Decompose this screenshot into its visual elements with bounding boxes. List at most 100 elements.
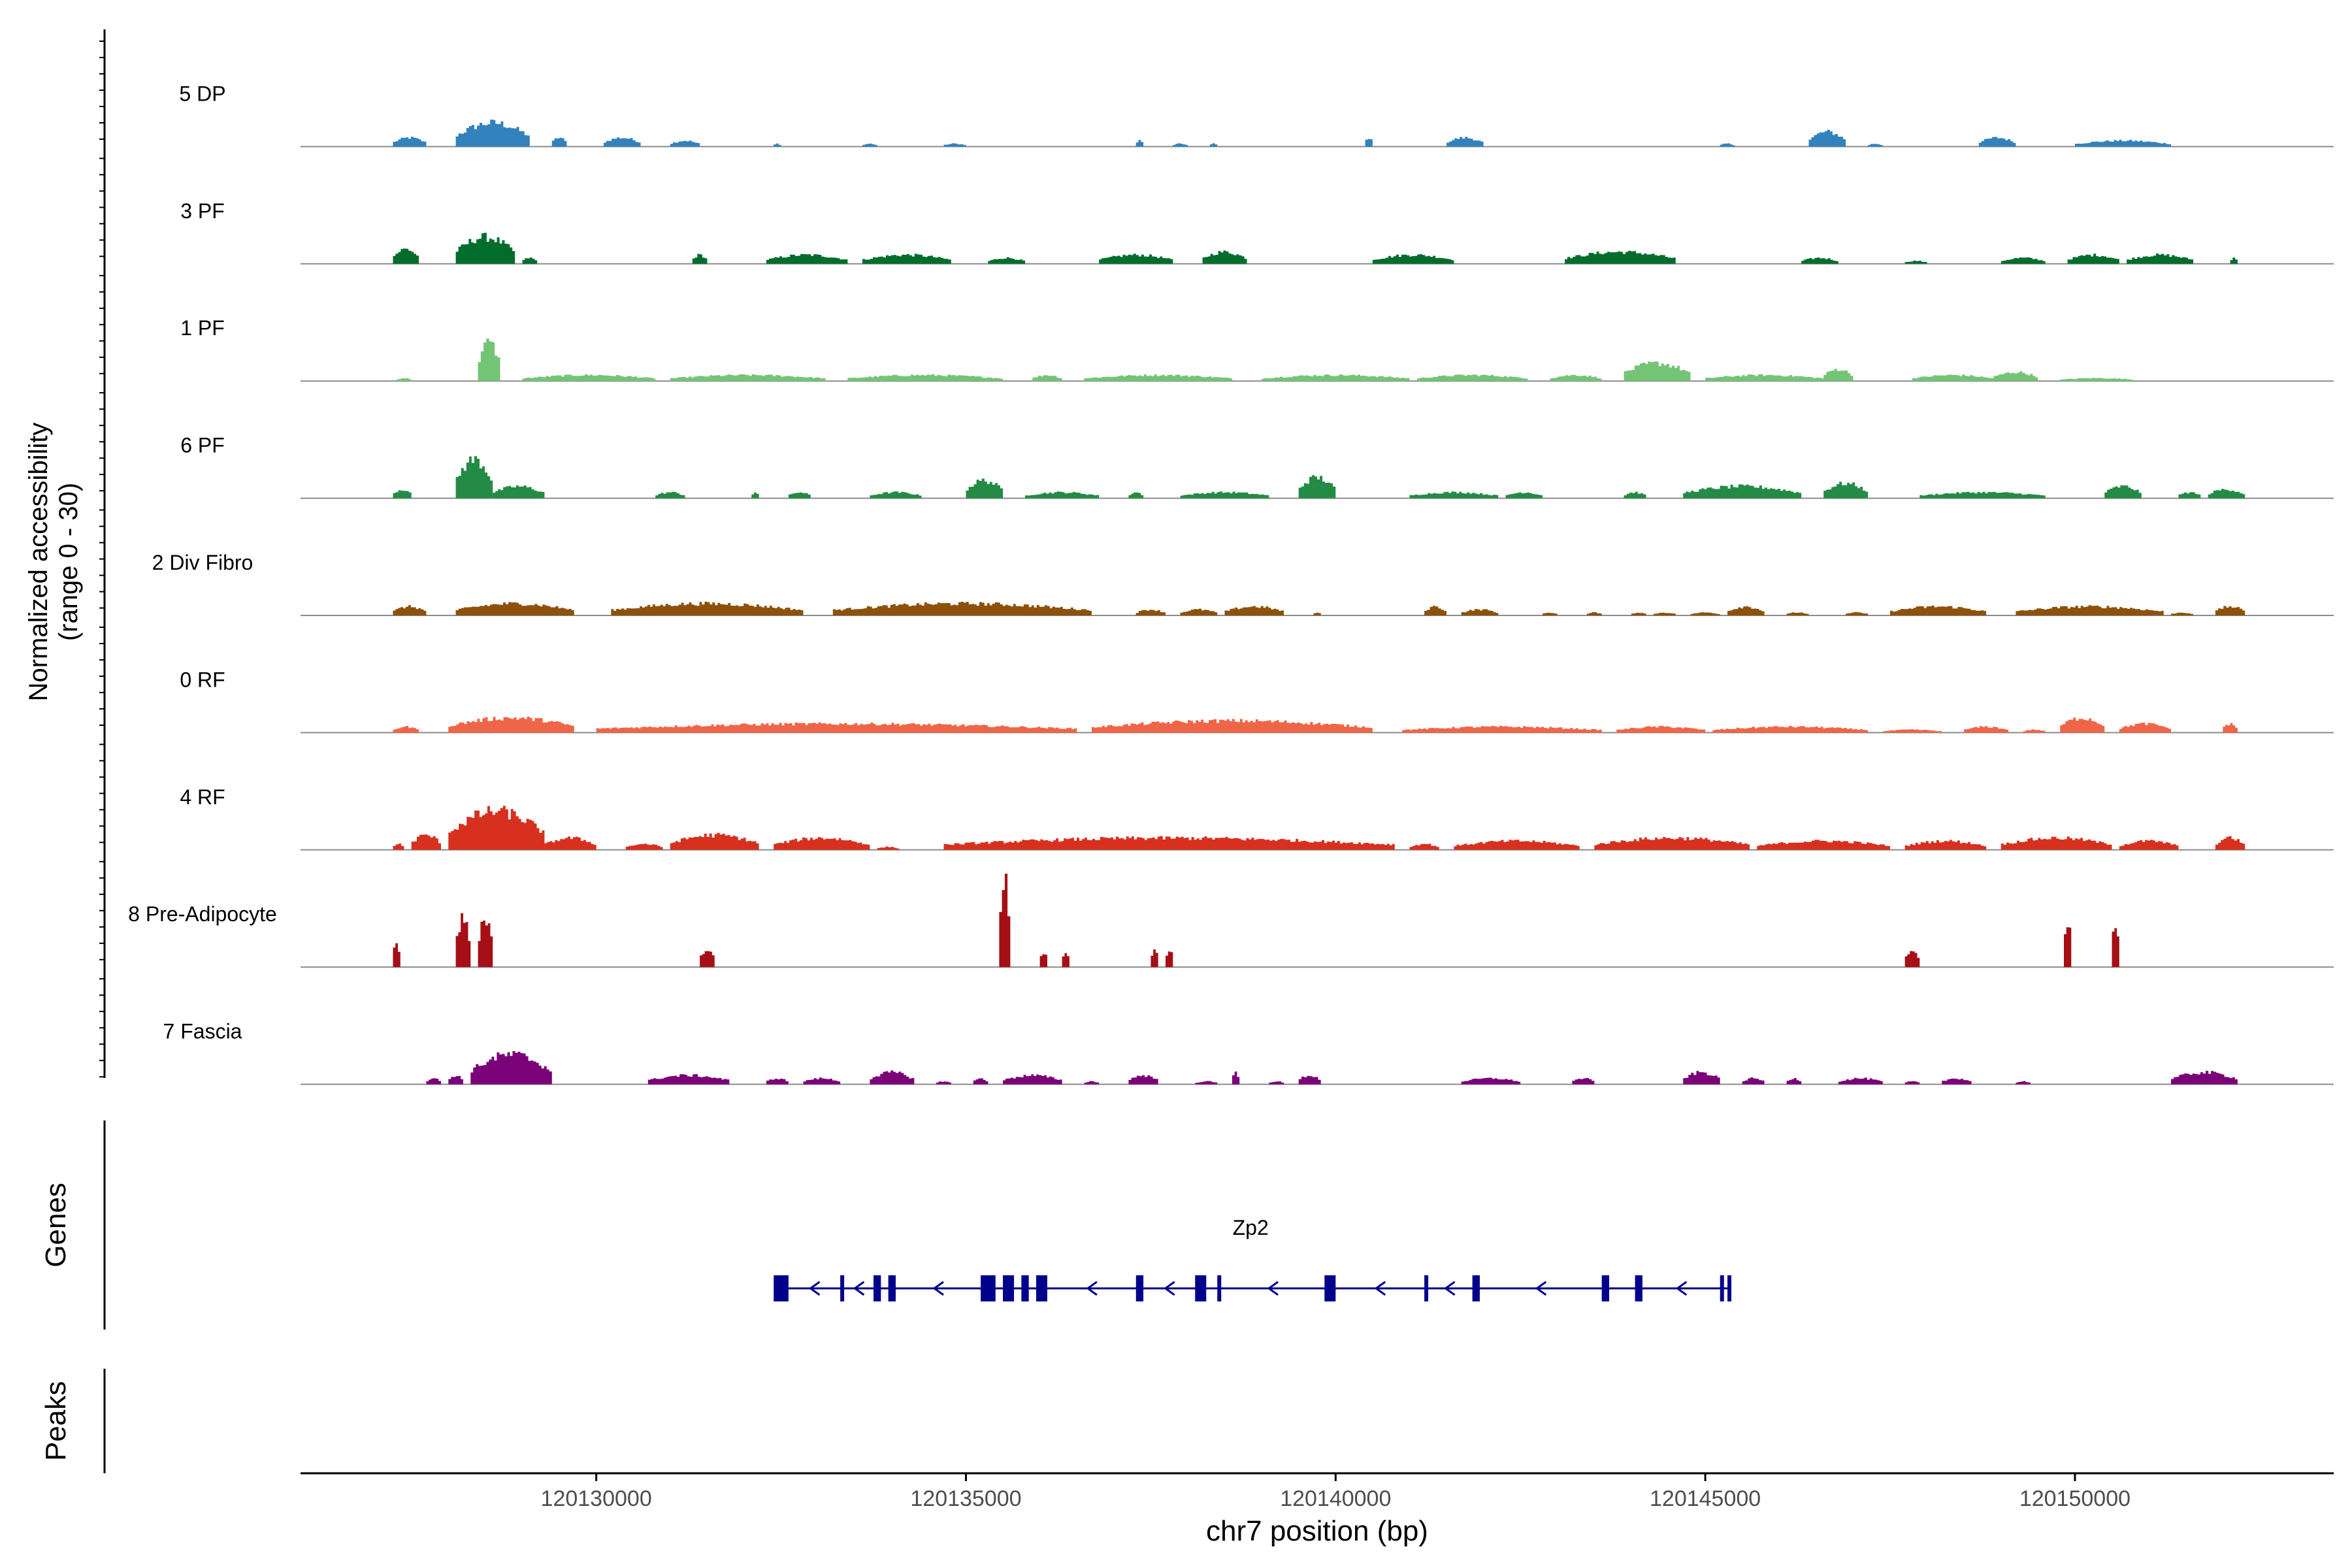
track-7: 4 RF bbox=[180, 785, 2334, 851]
coverage-peak bbox=[1572, 1078, 1595, 1085]
coverage-peak bbox=[1224, 606, 1284, 615]
coverage-peak bbox=[1262, 374, 1410, 382]
coverage-y-axis-ticks bbox=[99, 41, 105, 1078]
coverage-peak bbox=[2215, 836, 2246, 850]
coverage-peak bbox=[522, 374, 656, 382]
coverage-peak bbox=[692, 253, 708, 264]
coverage-peak bbox=[1690, 612, 1720, 615]
coverage-peak bbox=[847, 374, 1004, 382]
coverage-peak bbox=[448, 1075, 463, 1085]
track-label: 7 Fascia bbox=[163, 1020, 242, 1043]
coverage-peak bbox=[655, 491, 685, 498]
coverage-peak bbox=[1838, 1077, 1883, 1085]
coverage-peak bbox=[2171, 1071, 2238, 1085]
coverage-peak bbox=[1727, 606, 1765, 615]
track-label: 1 PF bbox=[180, 316, 225, 340]
coverage-peak bbox=[393, 943, 400, 968]
coverage-peak bbox=[1454, 840, 1580, 850]
coverage-peak bbox=[1808, 129, 1846, 147]
coverage-peak bbox=[1298, 1075, 1321, 1085]
coverage-peak bbox=[2119, 723, 2171, 733]
gene-model: Zp2 bbox=[774, 1216, 1732, 1301]
coverage-peak bbox=[1978, 137, 2016, 147]
coverage-peak bbox=[1446, 137, 1484, 147]
coverage-peak bbox=[470, 1051, 552, 1085]
coverage-peak bbox=[1705, 374, 1824, 382]
coverage-peak bbox=[670, 832, 759, 850]
coverage-peak bbox=[448, 716, 574, 733]
coverage-peak bbox=[774, 837, 870, 850]
coverage-peak bbox=[596, 722, 1077, 733]
coverage-peak bbox=[1683, 484, 1802, 498]
coverage-peak bbox=[2016, 1081, 2031, 1085]
coverage-peak bbox=[832, 602, 1092, 615]
track-label: 5 DP bbox=[179, 82, 225, 105]
coverage-peak bbox=[1151, 949, 1158, 968]
coverage-peak bbox=[1135, 610, 1166, 615]
coverage-peak bbox=[544, 836, 596, 850]
coverage-peak bbox=[1616, 725, 1706, 733]
gene-exon bbox=[1195, 1275, 1207, 1301]
x-tick-label: 120135000 bbox=[910, 1486, 1021, 1511]
gene-exon bbox=[1635, 1275, 1642, 1301]
coverage-peak bbox=[751, 492, 759, 498]
coverage-peak bbox=[2064, 927, 2072, 968]
coverage-peak bbox=[611, 601, 804, 615]
coverage-peak bbox=[1091, 719, 1373, 733]
coverage-peak bbox=[1402, 725, 1602, 733]
coverage-peak bbox=[1823, 482, 1869, 498]
coverage-peak bbox=[1882, 729, 1942, 733]
coverage-peak bbox=[1209, 143, 1218, 147]
coverage-peak bbox=[1587, 612, 1602, 615]
coverage-peak bbox=[393, 605, 427, 615]
coverage-peak bbox=[803, 1077, 841, 1085]
coverage-peak bbox=[1409, 491, 1499, 498]
gene-exon bbox=[888, 1275, 896, 1301]
coverage-peak bbox=[1003, 1074, 1062, 1085]
coverage-peak bbox=[1742, 1077, 1765, 1085]
gene-exon bbox=[1036, 1275, 1047, 1301]
coverage-peak bbox=[1823, 368, 1854, 382]
coverage-peak bbox=[455, 913, 471, 968]
coverage-peak bbox=[455, 456, 493, 498]
gene-exon bbox=[1324, 1275, 1336, 1301]
coverage-peak bbox=[448, 806, 545, 850]
x-tick-label: 120145000 bbox=[1650, 1486, 1761, 1511]
peaks-panel-label: Peaks bbox=[40, 1381, 72, 1461]
coverage-peak bbox=[393, 843, 404, 850]
x-tick-label: 120140000 bbox=[1280, 1486, 1391, 1511]
coverage-peak bbox=[1372, 254, 1454, 264]
coverage-peak bbox=[1653, 612, 1676, 615]
y-axis-title-line1: Normalized accessibility bbox=[24, 423, 53, 702]
gene-exon bbox=[874, 1275, 881, 1301]
coverage-peak bbox=[2230, 257, 2238, 264]
coverage-peak bbox=[943, 143, 966, 147]
coverage-peak bbox=[936, 1081, 951, 1085]
gene-exon bbox=[1021, 1275, 1029, 1301]
coverage-tracks: 5 DP 3 PF 1 PF 6 PF 2 Div Fibro 0 RF 4 RF 8 Pre… bbox=[128, 82, 2334, 1085]
strand-arrow bbox=[1675, 1281, 1688, 1296]
coverage-peak bbox=[1594, 837, 1750, 850]
coverage-peak bbox=[1269, 1081, 1284, 1085]
coverage-peak bbox=[1757, 840, 1890, 850]
coverage-peak bbox=[455, 602, 574, 615]
coverage-peak bbox=[1890, 605, 1987, 615]
coverage-peak bbox=[1904, 260, 1927, 264]
coverage-peak bbox=[1166, 951, 1173, 968]
track-1: 5 DP bbox=[179, 82, 2334, 148]
coverage-peak bbox=[1543, 612, 1558, 615]
coverage-peak bbox=[478, 921, 493, 968]
strand-arrow bbox=[1535, 1281, 1547, 1296]
coverage-peak bbox=[2074, 139, 2171, 147]
coverage-peak bbox=[1461, 1077, 1521, 1085]
coverage-peak bbox=[1786, 1078, 1802, 1085]
coverage-peak bbox=[1173, 143, 1188, 147]
coverage-peak bbox=[1904, 1081, 1920, 1085]
genes-panel-label: Genes bbox=[40, 1183, 72, 1267]
coverage-peak bbox=[999, 874, 1011, 968]
coverage-peak bbox=[1084, 374, 1232, 382]
coverage-peak bbox=[1786, 612, 1809, 615]
coverage-peak bbox=[1084, 1081, 1100, 1085]
